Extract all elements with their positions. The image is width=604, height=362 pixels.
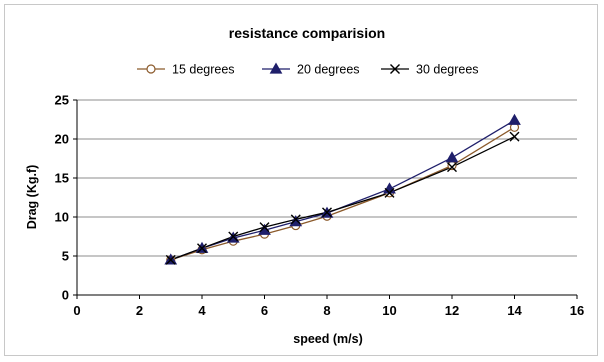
x-tick-label: 14: [507, 303, 522, 318]
data-point-x: [290, 214, 301, 225]
series-layer: [164, 113, 521, 265]
data-point-triangle: [508, 113, 521, 125]
x-marker-stroke: [509, 131, 520, 142]
x-tick-label: 12: [445, 303, 459, 318]
x-marker-stroke: [390, 64, 400, 74]
tick-labels: 0 5 10 15 20 25 0 2 4 6 8 10 12 14 16: [55, 93, 585, 319]
x-marker-stroke: [384, 187, 395, 198]
x-tick-label: 4: [198, 303, 206, 318]
x-marker-stroke: [290, 214, 301, 225]
data-point-x: [384, 187, 395, 198]
data-point-triangle: [445, 151, 459, 163]
grid-lines: [77, 99, 577, 257]
x-marker-stroke: [447, 162, 457, 173]
y-tick-label: 25: [55, 93, 69, 108]
x-axis-label: speed (m/s): [293, 332, 362, 346]
y-tick-label: 20: [55, 132, 69, 147]
x-tick-label: 0: [73, 303, 80, 318]
legend-label: 30 degrees: [416, 63, 479, 77]
data-point-x: [165, 254, 176, 265]
data-point-x: [228, 231, 239, 242]
x-marker-stroke: [197, 243, 207, 254]
x-tick-label: 16: [570, 303, 584, 318]
x-tick-label: 6: [261, 303, 268, 318]
data-point-x: [390, 64, 400, 74]
legend: 15 degrees 20 degrees 30 degrees: [137, 62, 479, 77]
y-tick-label: 5: [62, 249, 69, 264]
data-point-x: [197, 243, 207, 254]
data-point-x: [322, 207, 332, 218]
y-tick-label: 0: [62, 288, 69, 303]
y-tick-label: 15: [55, 171, 69, 186]
chart-title: resistance comparision: [229, 25, 385, 41]
x-tick-label: 10: [382, 303, 396, 318]
x-tick-label: 8: [323, 303, 330, 318]
x-marker-stroke: [165, 254, 176, 265]
series-line: [170, 119, 515, 261]
y-tick-label: 10: [55, 210, 69, 225]
data-point-circle: [447, 160, 457, 171]
legend-label: 15 degrees: [172, 63, 235, 77]
axes: [73, 99, 578, 299]
data-point-triangle: [289, 215, 303, 227]
x-marker-stroke: [322, 207, 332, 218]
y-axis-label: Drag (Kg.f): [25, 165, 39, 230]
x-marker-stroke: [259, 222, 270, 233]
x-tick-label: 2: [136, 303, 143, 318]
data-point-x: [447, 162, 457, 173]
data-point-circle: [146, 64, 156, 74]
legend-label: 20 degrees: [297, 63, 360, 77]
data-point-x: [259, 222, 270, 233]
data-point-x: [509, 131, 520, 142]
data-point-triangle: [269, 62, 283, 74]
chart-frame: [4, 4, 598, 356]
x-marker-stroke: [228, 231, 239, 242]
